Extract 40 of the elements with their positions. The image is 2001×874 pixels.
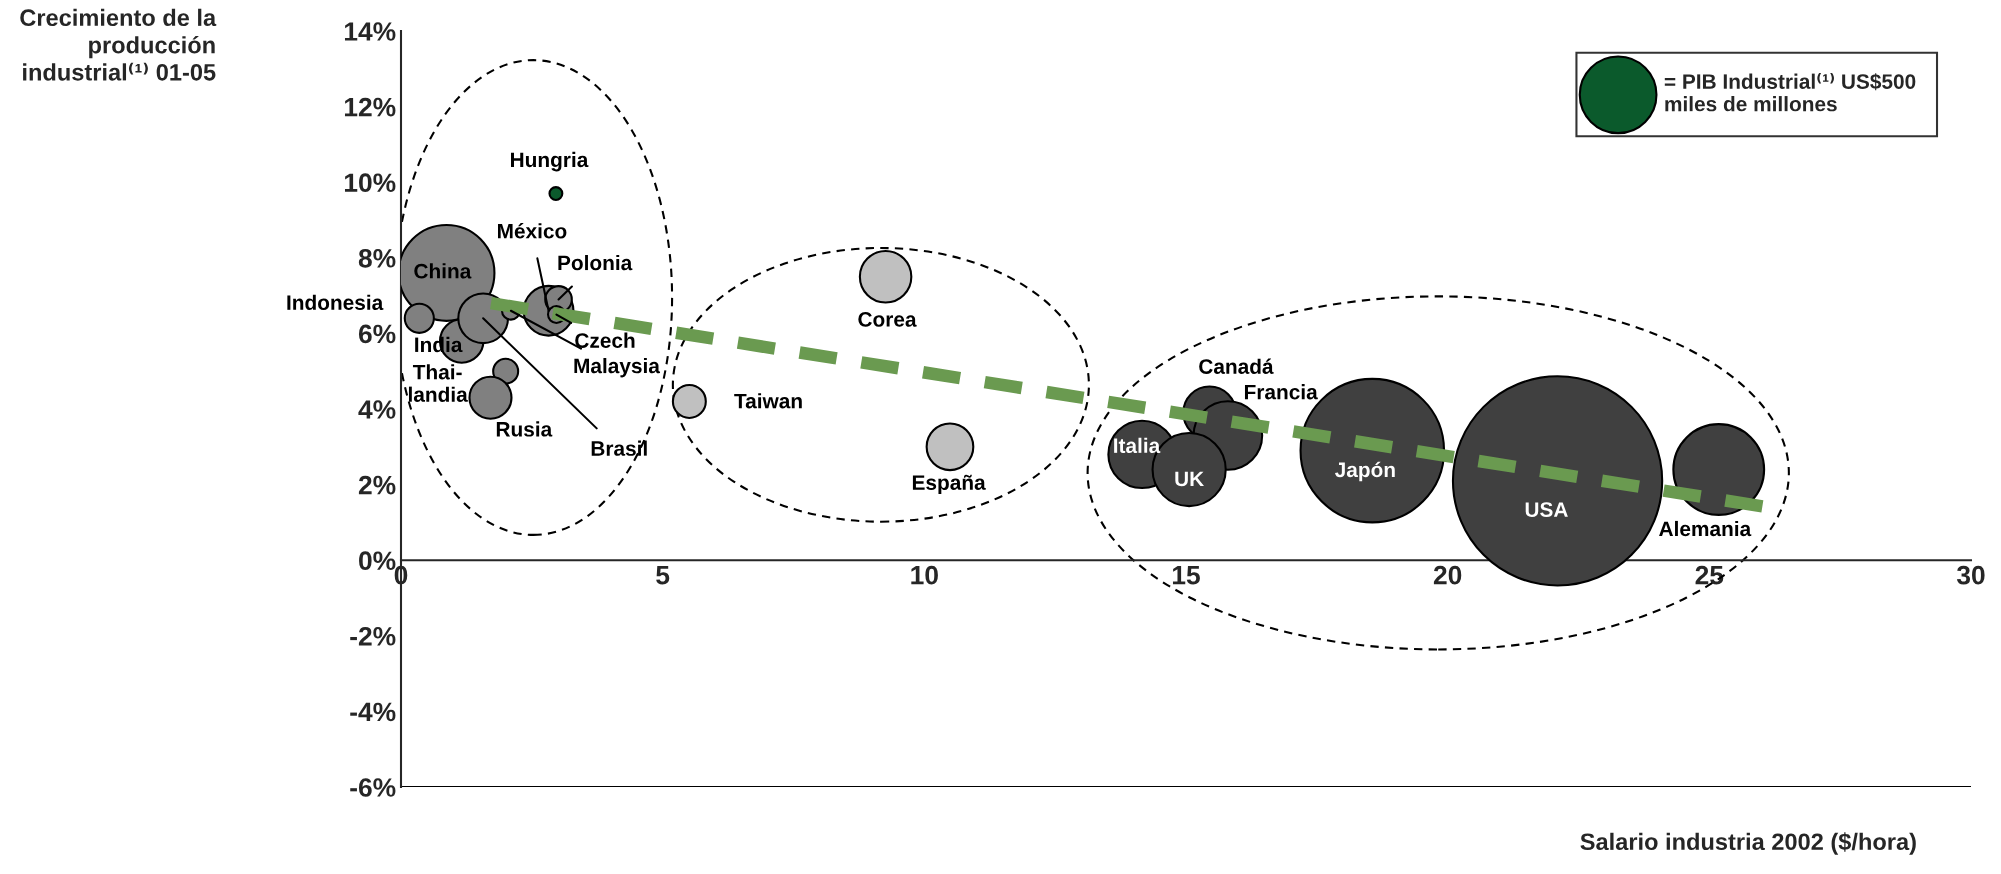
x-tick-label: 10	[911, 565, 938, 585]
x-tick-label: 20	[1433, 565, 1462, 585]
y-tick-label: 14%	[344, 22, 396, 41]
annotation: Italia	[1114, 437, 1161, 454]
annotation: UK	[1175, 471, 1204, 487]
x-tick-label: 30	[1956, 565, 1985, 585]
annotation: Thai- landia	[408, 364, 468, 402]
annotation: Francia	[1244, 384, 1318, 400]
y-tick-label: 0%	[359, 551, 396, 571]
y-tick-label: 2%	[358, 475, 396, 495]
annotation: Brasil	[591, 440, 647, 456]
text: Crecimiento de la producción industrial⁽¹⁾ 01-05	[20, 8, 217, 81]
annotation: China	[414, 263, 472, 279]
y-tick-label: -2%	[350, 626, 396, 646]
annotation: Czech	[575, 332, 635, 348]
annotation: Hungria	[511, 151, 589, 172]
annotation: Taiwan	[734, 393, 802, 409]
y-tick-label: 4%	[358, 400, 396, 419]
annotation: Rusia	[496, 421, 553, 437]
annotation: Alemania	[1659, 520, 1752, 537]
y-tick-label: -4%	[350, 702, 396, 722]
annotation: Canadá	[1199, 358, 1274, 374]
annotation: Malaysia	[574, 357, 661, 378]
x-tick-label: 15	[1172, 566, 1200, 585]
annotation: México	[497, 223, 567, 239]
x-tick-label: 25	[1695, 565, 1724, 585]
annotation: Corea	[858, 312, 917, 327]
y-tick-label: 10%	[344, 173, 396, 193]
annotation: Japón	[1335, 461, 1395, 482]
annotation: España	[912, 474, 986, 495]
y-tick-label: 6%	[358, 324, 396, 344]
legend-label: = PIB Industrial⁽¹⁾ US$500 miles de millones	[1664, 73, 1916, 112]
y-tick-label: 8%	[358, 248, 396, 268]
annotation: Polonia	[558, 254, 633, 271]
annotation: Indonesia	[287, 294, 384, 311]
x-tick-label: 5	[656, 566, 670, 585]
annotation: USA	[1525, 502, 1568, 517]
y-tick-label: -6%	[350, 778, 396, 797]
y-tick-label: 12%	[344, 97, 396, 117]
x-axis-title: Salario industria 2002 ($/hora)	[1580, 832, 1916, 855]
